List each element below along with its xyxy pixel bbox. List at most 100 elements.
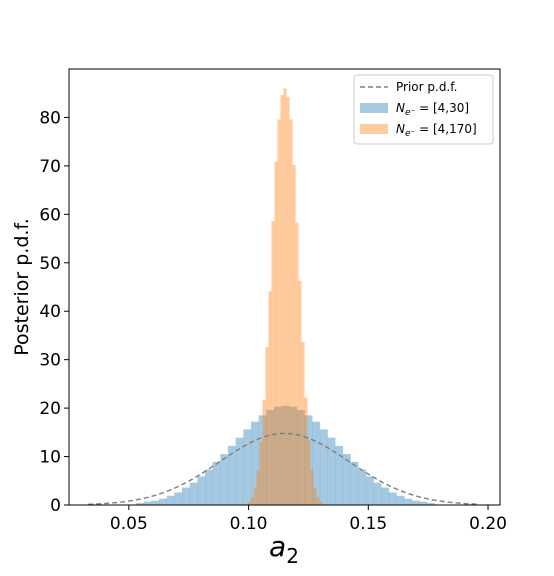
histogram-bar: [250, 497, 254, 505]
y-tick-label: 80: [39, 108, 61, 128]
legend-series-1-label-n: N: [396, 122, 405, 136]
histogram-bar: [298, 280, 302, 505]
histogram-bar: [268, 291, 272, 505]
histogram-bar: [411, 500, 420, 505]
legend-series-1-swatch: [360, 124, 388, 134]
legend: Prior p.d.f. Ne⁻ = [4,30] Ne⁻ = [4,170]: [353, 74, 494, 145]
histogram-bar: [310, 469, 314, 505]
histogram-bar: [174, 492, 183, 505]
x-tick-label: 0.10: [230, 514, 268, 534]
legend-series-0-label-n: N: [396, 101, 405, 115]
histogram-bar: [365, 476, 374, 505]
legend-box: [353, 74, 494, 145]
histogram-bar: [312, 421, 321, 505]
histogram-bar: [143, 501, 152, 505]
y-tick-label: 60: [39, 205, 61, 225]
histogram-bar: [273, 406, 282, 505]
histogram-bar: [182, 487, 190, 505]
legend-prior-label: Prior p.d.f.: [396, 80, 457, 94]
histogram-bar: [396, 495, 405, 505]
histogram-bar: [289, 119, 293, 505]
histogram-bar: [247, 502, 251, 505]
histogram-bar: [220, 454, 229, 505]
histogram-series-1: [244, 88, 329, 506]
histogram-bar: [404, 498, 413, 505]
x-axis-label-main: a: [269, 530, 286, 563]
y-tick-label: 30: [39, 351, 61, 371]
histogram-bar: [350, 461, 359, 505]
histogram-bar: [259, 442, 263, 505]
legend-series-1-label-sub: e⁻: [405, 129, 416, 139]
histogram-bar: [342, 454, 351, 505]
histogram-bar: [427, 503, 436, 505]
axes-frame: [68, 68, 501, 506]
y-tick-label: 0: [50, 496, 61, 516]
histogram-bar: [419, 501, 428, 505]
histogram-layer: [136, 88, 436, 506]
histogram-bar: [313, 488, 317, 505]
y-tick-label: 50: [39, 254, 61, 274]
histogram-bar: [212, 461, 221, 505]
legend-series-1-label-range: = [4,170]: [415, 122, 476, 136]
plot-area: [68, 68, 501, 506]
histogram-bar: [286, 97, 290, 505]
histogram-bar: [265, 347, 269, 505]
histogram-bar: [262, 399, 266, 505]
histogram-bar: [205, 469, 213, 505]
histogram-bar: [189, 482, 198, 505]
histogram-bar: [166, 495, 175, 505]
histogram-bar: [295, 222, 299, 505]
histogram-bar: [296, 410, 305, 505]
histogram-bar: [277, 119, 281, 505]
histogram-bar: [319, 429, 328, 505]
histogram-bar: [327, 437, 336, 505]
histogram-bar: [159, 498, 167, 505]
histogram-bar: [256, 471, 260, 505]
histogram-bar: [316, 497, 320, 505]
histogram-bar: [258, 415, 267, 505]
histogram-bar: [304, 397, 308, 505]
prior-pdf-line: [88, 432, 479, 505]
x-tick-label: 0.20: [469, 514, 507, 534]
histogram-bar: [235, 437, 244, 505]
histogram-bar: [301, 342, 305, 505]
x-axis-label-subscript: 2: [286, 544, 299, 568]
histogram-bar: [304, 415, 313, 505]
legend-series-0-label-sub: e⁻: [405, 108, 416, 118]
histogram-bar: [381, 487, 390, 505]
histogram-bar: [197, 476, 206, 505]
y-tick-label: 40: [39, 302, 61, 322]
histogram-bar: [253, 488, 257, 505]
histogram-bar: [335, 445, 344, 505]
histogram-bar: [136, 503, 144, 505]
legend-series-0-label: Ne⁻ = [4,30]: [396, 101, 469, 118]
y-tick-label: 20: [39, 399, 61, 419]
x-axis-label: a2: [269, 530, 299, 568]
histogram-bar: [281, 405, 290, 505]
histogram-bar: [227, 445, 236, 505]
histogram-bar: [283, 88, 287, 505]
y-tick-label: 70: [39, 157, 61, 177]
x-axis: 0.05 0.10 0.15 0.20: [110, 505, 507, 534]
y-axis: 0 10 20 30 40 50 60 70 80: [39, 108, 69, 516]
histogram-bar: [307, 440, 311, 505]
histogram-bar: [280, 95, 284, 505]
x-tick-label: 0.15: [349, 514, 387, 534]
histogram-bar: [388, 492, 397, 505]
histogram-bar: [292, 164, 296, 506]
histogram-bar: [319, 502, 323, 505]
histogram-bar: [274, 162, 278, 505]
histogram-bar: [289, 406, 298, 505]
y-tick-label: 10: [39, 448, 61, 468]
histogram-bar: [151, 500, 160, 505]
legend-series-1-label: Ne⁻ = [4,170]: [396, 122, 477, 139]
legend-series-0-label-range: = [4,30]: [415, 101, 469, 115]
histogram-bar: [266, 410, 275, 505]
histogram-bar: [250, 421, 259, 505]
histogram-bar: [358, 469, 367, 505]
histogram-bar: [243, 429, 252, 505]
x-tick-label: 0.05: [110, 514, 148, 534]
histogram-bar: [373, 482, 382, 505]
histogram-bar: [271, 221, 275, 506]
